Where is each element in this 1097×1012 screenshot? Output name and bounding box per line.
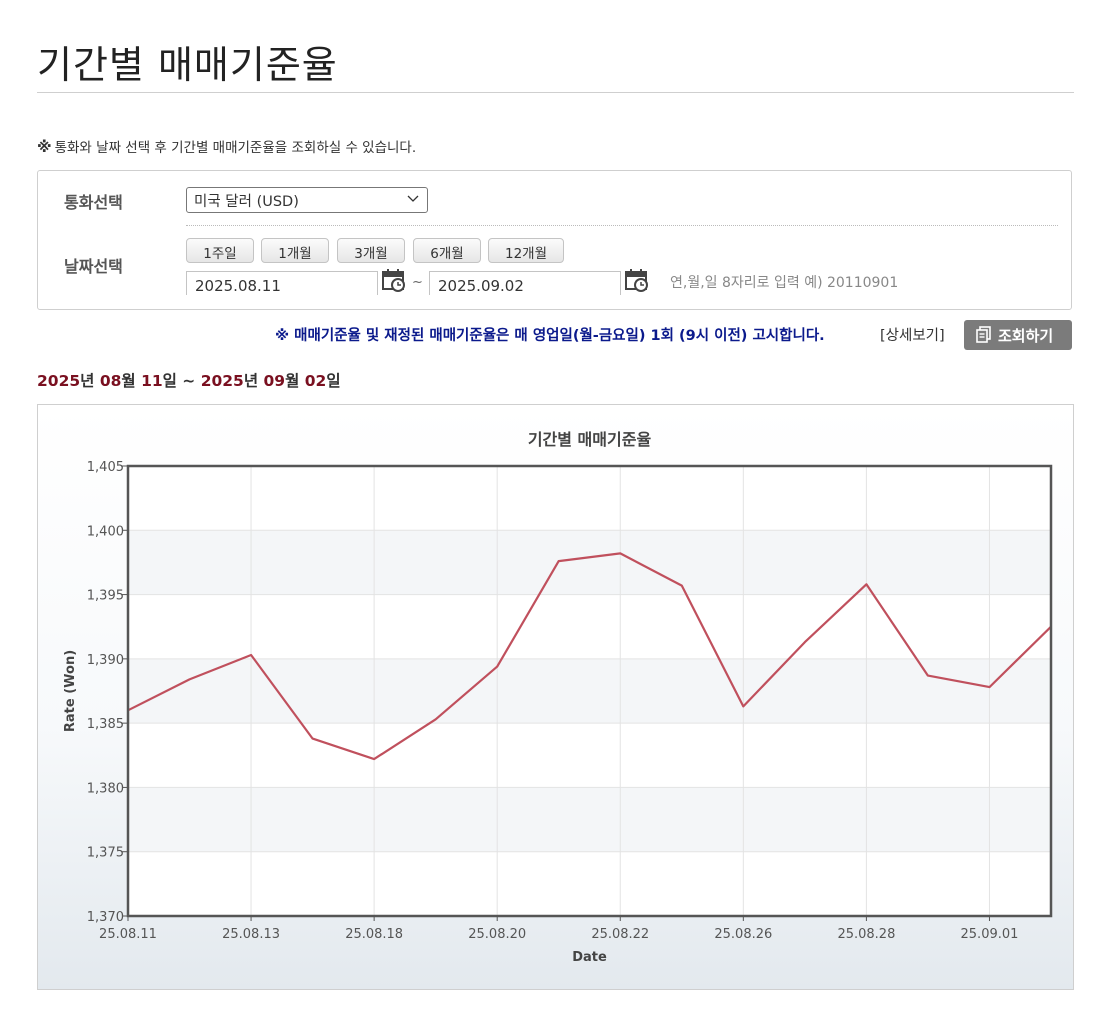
- grid-band: [128, 658, 1051, 724]
- rate-chart: 1,370 1,375 1,380 1,385 1,390 1,395 1,400 1,405…: [63, 430, 1053, 965]
- month-unit: 월: [285, 372, 305, 390]
- year-unit: 년: [243, 372, 264, 390]
- x-tick-label: 25.08.13: [222, 927, 280, 942]
- x-tick-label: 25.08.26: [714, 927, 772, 942]
- plot-border: [126, 464, 1053, 918]
- calendar-icon[interactable]: [624, 267, 650, 293]
- y-tick-label: 1,370: [87, 910, 124, 925]
- x-axis-label: Date: [572, 950, 607, 965]
- publication-notice: ※ 매매기준율 및 재정된 매매기준율은 매 영업일(월-금요일) 1회 (9시…: [275, 328, 825, 344]
- period-button-3month[interactable]: 3개월: [337, 238, 405, 263]
- end-day: 02: [304, 372, 327, 390]
- x-tick-label: 25.08.22: [591, 927, 649, 942]
- notice-text: ※ 통화와 날짜 선택 후 기간별 매매기준율을 조회하실 수 있습니다.: [37, 136, 416, 156]
- grid-band: [128, 787, 1051, 852]
- title-divider: [37, 92, 1074, 93]
- notice-message: 통화와 날짜 선택 후 기간별 매매기준율을 조회하실 수 있습니다.: [54, 140, 417, 156]
- end-date-input[interactable]: 2025.09.02: [429, 271, 621, 295]
- period-button-1week[interactable]: 1주일: [186, 238, 254, 263]
- year-unit: 년: [80, 372, 100, 390]
- start-day: 11: [141, 372, 163, 390]
- notice-mark: ※: [37, 138, 52, 156]
- end-year: 2025: [200, 372, 244, 390]
- y-axis-label: Rate (Won): [63, 650, 78, 732]
- page-title: 기간별 매매기준율: [37, 43, 338, 87]
- currency-select[interactable]: 미국 달러 (USD): [186, 187, 428, 213]
- y-tick-label: 1,400: [87, 524, 124, 539]
- start-date-input[interactable]: 2025.08.11: [186, 271, 378, 295]
- start-month: 08: [99, 372, 122, 390]
- document-icon: [976, 326, 991, 343]
- y-tick-label: 1,390: [87, 653, 124, 668]
- grid-band: [128, 530, 1051, 595]
- chart-panel: 1,370 1,375 1,380 1,385 1,390 1,395 1,400 1,405…: [37, 404, 1074, 990]
- start-year: 2025: [37, 372, 81, 390]
- x-tick-label: 25.08.28: [837, 927, 895, 942]
- chart-title: 기간별 매매기준율: [528, 430, 652, 449]
- x-tick-label: 25.08.11: [99, 927, 157, 942]
- day-unit-separator: 일 ~: [162, 372, 201, 390]
- x-tick-label: 25.08.18: [345, 927, 403, 942]
- date-label: 날짜선택: [64, 257, 123, 276]
- currency-select-value: 미국 달러 (USD): [194, 194, 299, 210]
- filter-panel: 통화선택 미국 달러 (USD) 날짜선택 1주일 1개월 3개월 6개월 12…: [37, 170, 1072, 310]
- period-button-6month[interactable]: 6개월: [413, 238, 481, 263]
- y-tick-label: 1,380: [87, 781, 124, 796]
- y-tick-label: 1,375: [87, 846, 124, 861]
- x-tick-label: 25.08.20: [468, 927, 526, 942]
- month-unit: 월: [121, 372, 142, 390]
- chevron-down-icon: [407, 195, 419, 202]
- day-unit: 일: [326, 372, 341, 390]
- y-tick-label: 1,395: [87, 589, 124, 604]
- date-format-hint: 연,월,일 8자리로 입력 예) 20110901: [670, 275, 899, 291]
- series-line: [127, 552, 1052, 761]
- y-tick-label: 1,405: [87, 460, 124, 475]
- currency-label: 통화선택: [64, 193, 123, 212]
- period-button-1month[interactable]: 1개월: [261, 238, 329, 263]
- x-tick-label: 25.09.01: [961, 927, 1019, 942]
- detail-link[interactable]: [상세보기]: [880, 328, 945, 344]
- row-divider: [186, 225, 1058, 226]
- period-heading: 2025년 08월 11일 ~ 2025년 09월 02일: [37, 369, 341, 391]
- y-tick-label: 1,385: [87, 717, 124, 732]
- query-button-label: 조회하기: [998, 327, 1054, 345]
- period-button-12month[interactable]: 12개월: [488, 238, 564, 263]
- query-button[interactable]: 조회하기: [964, 320, 1072, 350]
- calendar-icon[interactable]: [381, 267, 407, 293]
- end-month: 09: [263, 372, 286, 390]
- date-separator: ~: [412, 275, 423, 290]
